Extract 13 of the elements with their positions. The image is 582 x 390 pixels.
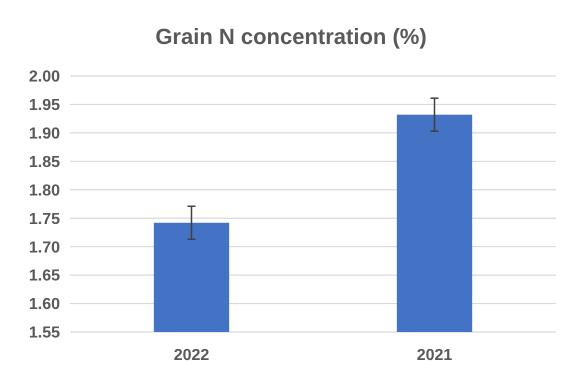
y-tick-label: 1.70 — [28, 239, 60, 256]
y-tick-label: 1.85 — [28, 154, 60, 171]
y-tick-label: 1.95 — [28, 97, 60, 114]
y-tick-label: 1.75 — [28, 210, 60, 228]
y-tick-label: 2.00 — [28, 68, 60, 86]
x-tick-label: 2021 — [416, 347, 452, 364]
chart-title: Grain N concentration (%) — [155, 24, 427, 49]
y-tick-label: 1.90 — [28, 125, 60, 142]
y-tick-label: 1.60 — [28, 296, 60, 314]
y-tick-label: 1.65 — [28, 268, 60, 285]
x-tick-label: 2022 — [174, 347, 210, 364]
y-tick-label: 1.80 — [28, 182, 60, 200]
y-tick-label: 1.55 — [28, 324, 60, 342]
